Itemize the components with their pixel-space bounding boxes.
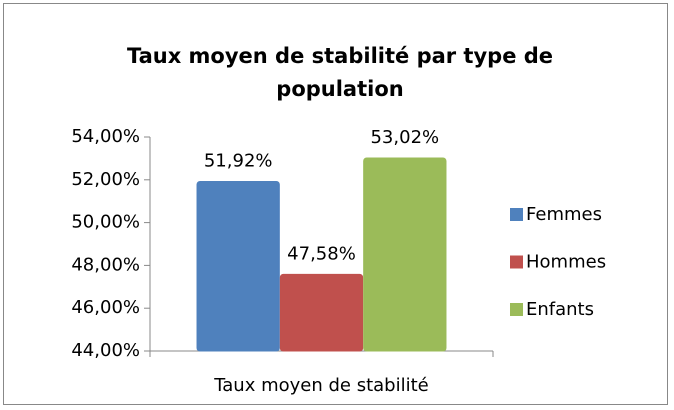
legend-swatch <box>510 255 523 269</box>
bar <box>363 157 447 352</box>
value-label: 47,58% <box>287 243 356 264</box>
legend-label: Hommes <box>526 252 606 273</box>
y-tick-label: 52,00% <box>71 169 140 190</box>
bar <box>279 273 364 352</box>
y-tick-label: 48,00% <box>71 254 140 275</box>
legend-swatch <box>510 303 523 316</box>
x-tick-label: Taux moyen de stabilité <box>213 375 428 396</box>
value-label: 53,02% <box>370 127 439 148</box>
value-label: 51,92% <box>204 151 273 172</box>
chart-title: Taux moyen de stabilité par type de popu… <box>126 44 554 101</box>
legend-label: Femmes <box>526 204 602 225</box>
chart-frame <box>3 3 668 405</box>
y-tick-label: 54,00% <box>71 126 140 147</box>
legend-label: Enfants <box>526 299 594 320</box>
y-tick-label: 44,00% <box>71 340 140 361</box>
y-tick-label: 46,00% <box>71 297 140 318</box>
legend-swatch <box>510 208 523 221</box>
y-tick-label: 50,00% <box>71 212 140 233</box>
bar <box>196 181 280 352</box>
